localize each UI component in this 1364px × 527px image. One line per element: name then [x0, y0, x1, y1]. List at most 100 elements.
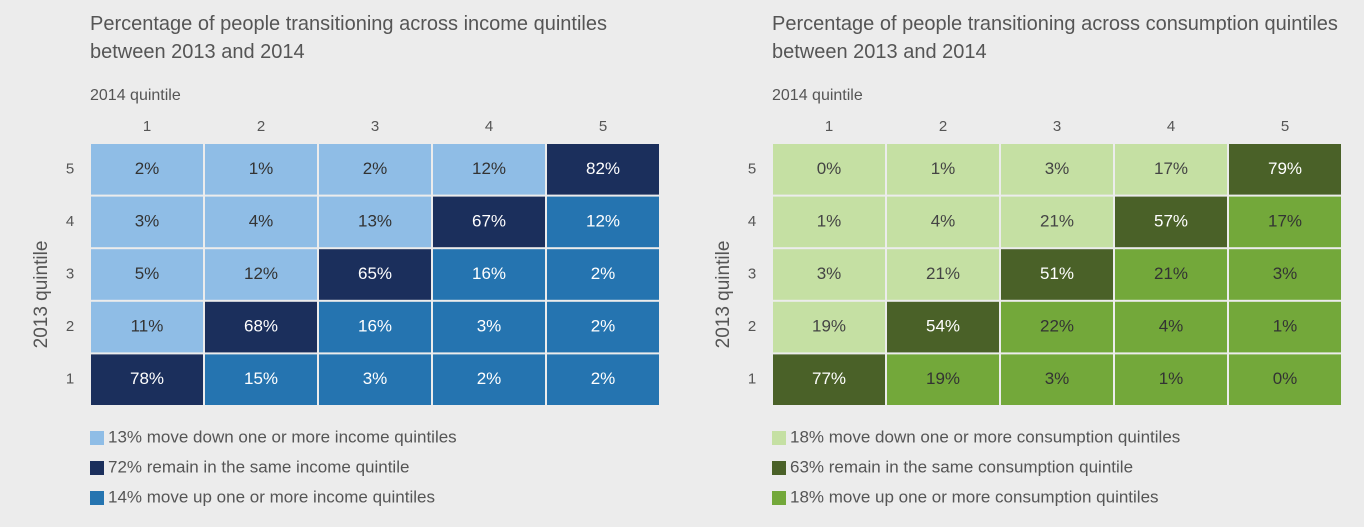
cell-label: 3%: [1045, 159, 1070, 178]
heatmap-cell: [547, 249, 659, 300]
cell-label: 15%: [244, 369, 278, 388]
legend-swatch: [90, 431, 104, 445]
chart-title: Percentage of people transitioning acros…: [90, 13, 607, 63]
cell-label: 1%: [249, 159, 274, 178]
cell-label: 5%: [135, 264, 160, 283]
cell-label: 3%: [135, 211, 160, 230]
heatmap-cell: [547, 301, 659, 353]
cell-label: 54%: [926, 317, 960, 336]
chart: 2014 quintile 1 2 3 4 5 5 4 3 2 1 2013 quintile 0% 1%…: [713, 87, 1341, 506]
y-tick-label: 4: [748, 213, 756, 230]
heatmap-cell: [547, 196, 659, 248]
cell-label: 3%: [1045, 369, 1070, 388]
heatmap-cell: [205, 354, 317, 405]
cell-label: 1%: [1159, 369, 1184, 388]
heatmap-cell: [773, 354, 885, 405]
heatmap-cell: [1229, 354, 1341, 405]
cell-label: 2%: [363, 159, 388, 178]
heatmap-cell: [205, 196, 317, 248]
cell-label: 12%: [244, 264, 278, 283]
cell-label: 3%: [1273, 264, 1298, 283]
legend-swatch: [772, 431, 786, 445]
heatmap-cell: [1115, 144, 1227, 195]
cell-label: 4%: [1159, 317, 1184, 336]
x-tick-label: 5: [599, 118, 607, 135]
heatmap-cell: [773, 196, 885, 248]
legend-swatch: [772, 461, 786, 475]
legend-label: 18% move up one or more consumption quin…: [790, 487, 1159, 506]
cell-label: 51%: [1040, 264, 1074, 283]
cell-label: 19%: [926, 369, 960, 388]
y-tick-label: 5: [748, 160, 756, 177]
x-tick-label: 3: [371, 118, 379, 135]
heatmap-cell: [887, 249, 999, 300]
x-tick-label: 2: [257, 118, 265, 135]
y-tick-label: 2: [66, 318, 74, 335]
heatmap-cell: [1115, 196, 1227, 248]
cell-label: 4%: [249, 211, 274, 230]
cell-label: 57%: [1154, 211, 1188, 230]
heatmap-cell: [1001, 354, 1113, 405]
x-axis-label: 2014 quintile: [772, 87, 863, 104]
heatmap-cell: [91, 354, 203, 405]
cell-label: 16%: [358, 317, 392, 336]
heatmap-cell: [773, 301, 885, 353]
legend-label: 63% remain in the same consumption quint…: [790, 457, 1133, 476]
heatmap-cell: [319, 354, 431, 405]
heatmap-cell: [1001, 249, 1113, 300]
legend-swatch: [772, 491, 786, 505]
cell-label: 1%: [817, 211, 842, 230]
legend-label: 14% move up one or more income quintiles: [108, 487, 435, 506]
cell-label: 79%: [1268, 159, 1302, 178]
heatmap-cell: [433, 196, 545, 248]
x-tick-label: 5: [1281, 118, 1289, 135]
heatmap-cell: [773, 249, 885, 300]
cell-label: 16%: [472, 264, 506, 283]
cell-label: 21%: [1040, 211, 1074, 230]
heatmap-cell: [319, 249, 431, 300]
legend-swatch: [90, 491, 104, 505]
cell-label: 13%: [358, 211, 392, 230]
cell-label: 78%: [130, 369, 164, 388]
y-tick-label: 2: [748, 318, 756, 335]
heatmap-cell: [887, 144, 999, 195]
cell-label: 82%: [586, 159, 620, 178]
cell-label: 67%: [472, 211, 506, 230]
heatmap-cell: [433, 249, 545, 300]
x-axis-label: 2014 quintile: [90, 87, 181, 104]
cell-label: 1%: [1273, 317, 1298, 336]
cell-label: 0%: [1273, 369, 1298, 388]
cell-label: 12%: [472, 159, 506, 178]
x-tick-label: 1: [143, 118, 151, 135]
heatmap-cell: [1115, 301, 1227, 353]
cell-label: 77%: [812, 369, 846, 388]
heatmap-cell: [205, 301, 317, 353]
cell-label: 2%: [591, 369, 616, 388]
x-tick-label: 1: [825, 118, 833, 135]
y-tick-label: 5: [66, 160, 74, 177]
heatmap-cell: [1115, 249, 1227, 300]
heatmap-cell: [547, 354, 659, 405]
legend-swatch: [90, 461, 104, 475]
cell-label: 2%: [477, 369, 502, 388]
heatmap-cell: [1001, 196, 1113, 248]
cell-label: 17%: [1268, 211, 1302, 230]
heatmap-cell: [887, 301, 999, 353]
cell-label: 3%: [477, 317, 502, 336]
cell-label: 68%: [244, 317, 278, 336]
heatmap-cell: [319, 196, 431, 248]
heatmap-cell: [91, 249, 203, 300]
legend-label: 72% remain in the same income quintile: [108, 457, 409, 476]
y-tick-label: 1: [66, 371, 74, 388]
legend-label: 18% move down one or more consumption qu…: [790, 427, 1180, 446]
heatmap-cell: [887, 196, 999, 248]
heatmap-cell: [205, 144, 317, 195]
heatmap-cell: [433, 301, 545, 353]
heatmap-cell: [1001, 144, 1113, 195]
heatmap-cell: [319, 301, 431, 353]
y-tick-label: 4: [66, 213, 74, 230]
x-tick-label: 2: [939, 118, 947, 135]
cell-label: 2%: [591, 317, 616, 336]
cell-label: 19%: [812, 317, 846, 336]
heatmap-cell: [91, 301, 203, 353]
